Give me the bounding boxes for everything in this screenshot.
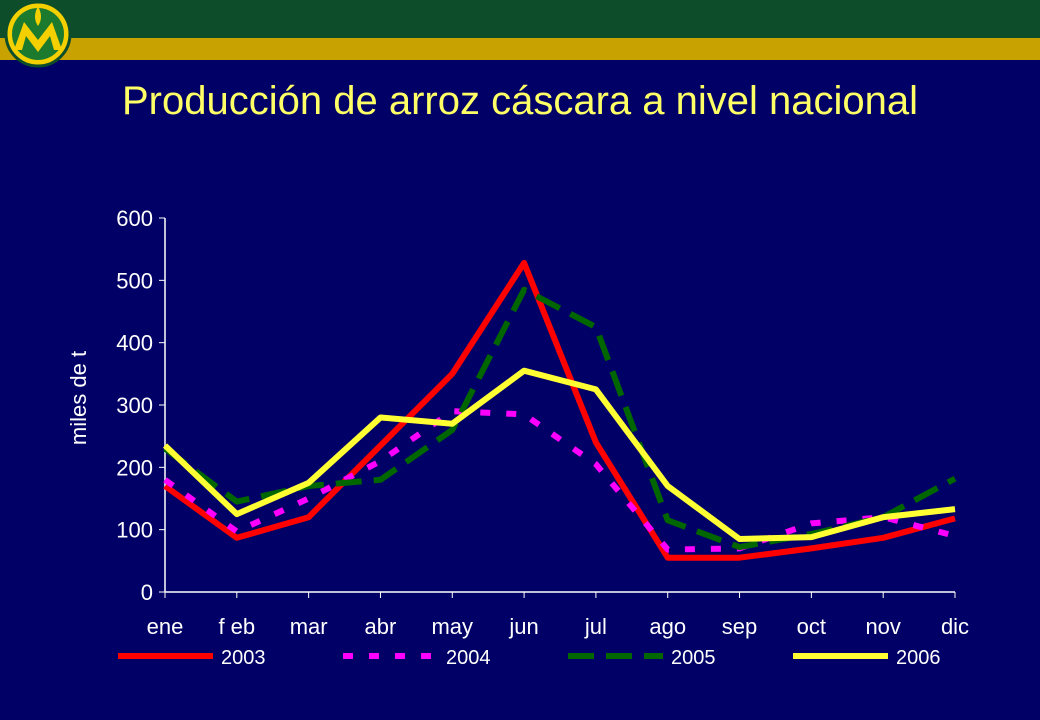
y-tick-label: 300 <box>116 393 153 418</box>
x-tick-label: ene <box>147 614 184 639</box>
legend-label-2004: 2004 <box>446 647 491 669</box>
y-tick-label: 400 <box>116 331 153 356</box>
x-tick-label: jul <box>584 614 607 639</box>
x-tick-label: abr <box>365 614 397 639</box>
legend-label-2005: 2005 <box>671 647 716 669</box>
y-axis-label: miles de t <box>66 351 91 445</box>
x-tick-label: oct <box>797 614 826 639</box>
y-tick-label: 600 <box>116 206 153 231</box>
header-band-green <box>0 0 1040 38</box>
x-tick-label: sep <box>722 614 757 639</box>
y-tick-label: 0 <box>141 580 153 605</box>
series-line-2005 <box>163 286 957 551</box>
x-tick-label: may <box>431 614 473 639</box>
y-tick-label: 100 <box>116 518 153 543</box>
header-band-gold <box>0 38 1040 60</box>
x-tick-label: mar <box>290 614 328 639</box>
series-line-2006 <box>162 367 956 542</box>
page-title: Producción de arroz cáscara a nivel naci… <box>122 79 918 123</box>
legend-label-2003: 2003 <box>221 647 266 669</box>
x-tick-label: f eb <box>218 614 255 639</box>
legend-label-2006: 2006 <box>896 647 941 669</box>
x-tick-label: dic <box>941 614 969 639</box>
x-tick-label: ago <box>649 614 686 639</box>
series-line-2003 <box>163 259 956 561</box>
y-tick-label: 200 <box>116 455 153 480</box>
x-tick-label: nov <box>865 614 900 639</box>
series-line-2004 <box>163 408 956 553</box>
y-tick-label: 500 <box>116 268 153 293</box>
ministry-logo <box>4 0 72 68</box>
x-tick-label: jun <box>508 614 538 639</box>
